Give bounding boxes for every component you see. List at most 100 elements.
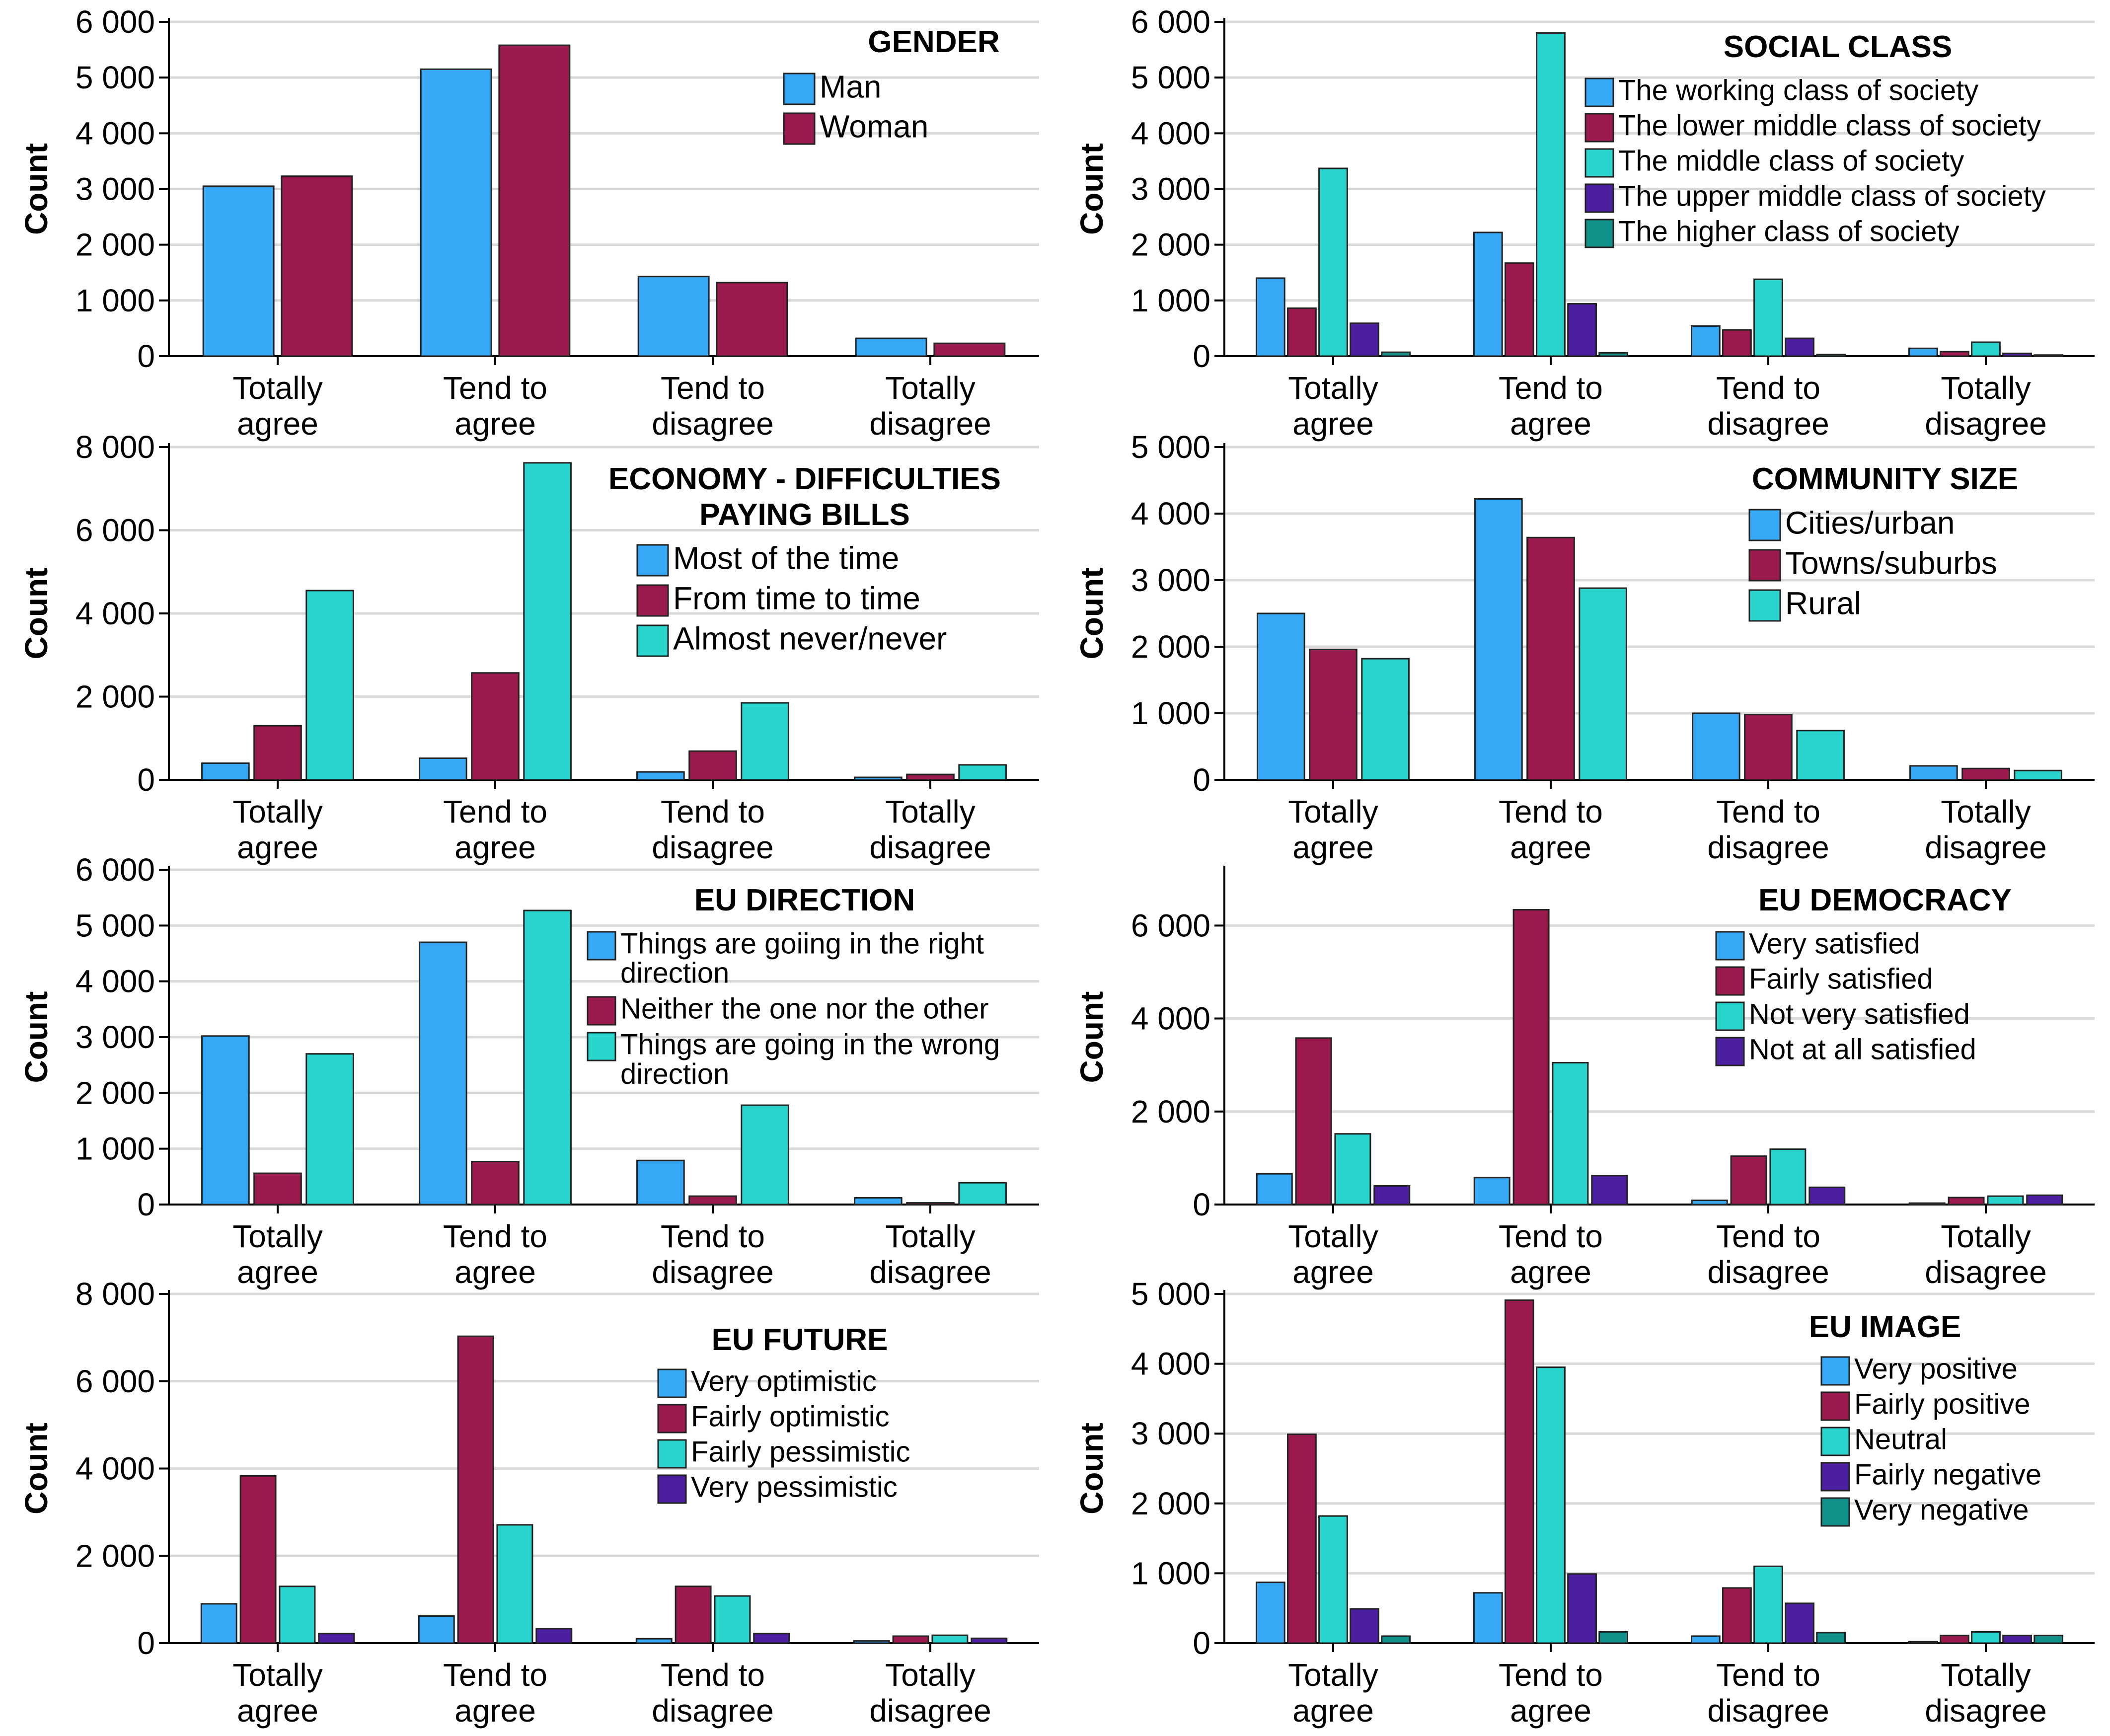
bar [1908, 347, 1938, 357]
x-tick-label: disagree [652, 830, 774, 865]
x-tick-label: Totally [1288, 794, 1378, 830]
x-tick-label: disagree [1707, 830, 1829, 865]
bar [636, 771, 685, 781]
bar [906, 1202, 955, 1206]
legend-entry-label: The middle class of society [1618, 145, 1964, 177]
y-tick-label: 4 000 [1131, 1346, 1210, 1382]
bar [1961, 767, 2010, 781]
chart-panel: 0 1 000 2 000 3 000 4 000 5 000 6 000 Count Tota… [18, 852, 1039, 1290]
x-tick-label: Totally [1288, 1657, 1378, 1693]
bar [2026, 1194, 2063, 1206]
legend-entry-label: direction [620, 1058, 729, 1090]
y-axis-title: Count [1074, 143, 1110, 235]
legend-swatch [1584, 219, 1614, 248]
bar [457, 1335, 494, 1644]
y-tick-label: 3 000 [1131, 1416, 1210, 1451]
bar [714, 1595, 751, 1644]
bar [2002, 1635, 2032, 1644]
bar [675, 1585, 712, 1644]
y-tick-label: 6 000 [75, 1363, 155, 1399]
x-tick-label: agree [237, 1693, 318, 1729]
bar [1769, 1148, 1807, 1206]
legend-swatch [783, 73, 816, 105]
legend-entry-label: Fairly negative [1854, 1459, 2041, 1491]
bar [1350, 322, 1379, 357]
x-tick-label: Tend to [661, 370, 765, 406]
y-tick-label: 8 000 [75, 1276, 155, 1312]
legend-entry-label: Not at all satisfied [1749, 1034, 1976, 1066]
bar [1318, 1515, 1348, 1644]
x-tick-label: agree [237, 406, 318, 442]
bar [1473, 1592, 1503, 1644]
chart-panel: 0 1 000 2 000 3 000 4 000 5 000 6 000 Count Tota… [1074, 4, 2095, 442]
y-axis-title: Count [1074, 568, 1110, 660]
y-tick-label: 4 000 [75, 964, 155, 999]
legend-entry-label: Not very satisfied [1749, 998, 1970, 1031]
legend-swatch [1820, 1462, 1850, 1492]
x-tick-label: agree [454, 1254, 536, 1290]
bar [200, 1603, 237, 1644]
bar [253, 1172, 302, 1206]
legend-entry-label: Fairly optimistic [691, 1401, 890, 1433]
x-tick-label: Tend to [1716, 370, 1820, 406]
bar [1255, 277, 1285, 357]
legend-title: EU DEMOCRACY [1758, 883, 2012, 917]
bar [1744, 714, 1793, 781]
x-tick-label: Totally [1941, 1218, 2031, 1254]
bar [1816, 1632, 1846, 1644]
x-tick-label: Totally [232, 370, 322, 406]
y-tick-label: 8 000 [75, 429, 155, 465]
y-axis-title: Count [18, 568, 54, 660]
legend-entry-label: Cities/urban [1785, 505, 1955, 540]
bar [1722, 1587, 1752, 1644]
bar [854, 776, 903, 781]
bar [1909, 765, 1958, 781]
y-tick-label: 5 000 [75, 907, 155, 943]
y-axis-title: Count [1074, 1423, 1110, 1514]
x-tick-label: Totally [232, 1218, 322, 1254]
y-tick-label: 2 000 [1131, 1486, 1210, 1521]
bar [2034, 354, 2064, 357]
x-tick-label: Tend to [661, 1218, 765, 1254]
y-tick-label: 0 [137, 338, 155, 374]
bar [523, 909, 572, 1206]
legend-swatch [783, 112, 816, 145]
y-tick-label: 4 000 [1131, 115, 1210, 151]
bar [253, 725, 302, 781]
legend-entry-label: The lower middle class of society [1618, 110, 2041, 142]
bar [201, 762, 250, 781]
legend-entry-label: Almost never/never [673, 620, 947, 656]
x-tick-label: Tend to [1716, 1657, 1820, 1693]
x-tick-label: Totally [1288, 1218, 1378, 1254]
bar [1579, 587, 1627, 781]
x-tick-label: Tend to [443, 1218, 547, 1254]
bar [305, 1053, 354, 1206]
x-tick-label: agree [454, 1693, 536, 1729]
bar [1381, 1635, 1411, 1644]
x-tick-label: disagree [869, 830, 991, 865]
bar [1730, 1155, 1767, 1206]
bar [958, 1182, 1007, 1206]
y-tick-label: 3 000 [75, 1019, 155, 1055]
bar [2034, 1635, 2064, 1644]
bar [279, 1585, 316, 1644]
bar [535, 1628, 573, 1644]
bar [1567, 303, 1597, 357]
y-tick-label: 0 [137, 1187, 155, 1222]
x-tick-label: agree [1292, 1254, 1374, 1290]
x-tick-label: Tend to [443, 794, 547, 830]
legend-title: COMMUNITY SIZE [1752, 462, 2018, 496]
bar [1287, 307, 1317, 357]
y-tick-label: 2 000 [1131, 227, 1210, 263]
bar [931, 1634, 969, 1644]
x-tick-label: Totally [232, 1657, 322, 1693]
x-tick-label: agree [1510, 1254, 1591, 1290]
x-tick-label: Totally [885, 794, 975, 830]
x-tick-label: agree [237, 1254, 318, 1290]
x-tick-label: Tend to [1499, 1218, 1603, 1254]
bar [855, 337, 927, 357]
legend-swatch [1820, 1497, 1850, 1527]
bar [1512, 909, 1550, 1206]
legend-entry-label: Fairly satisfied [1749, 963, 1933, 995]
